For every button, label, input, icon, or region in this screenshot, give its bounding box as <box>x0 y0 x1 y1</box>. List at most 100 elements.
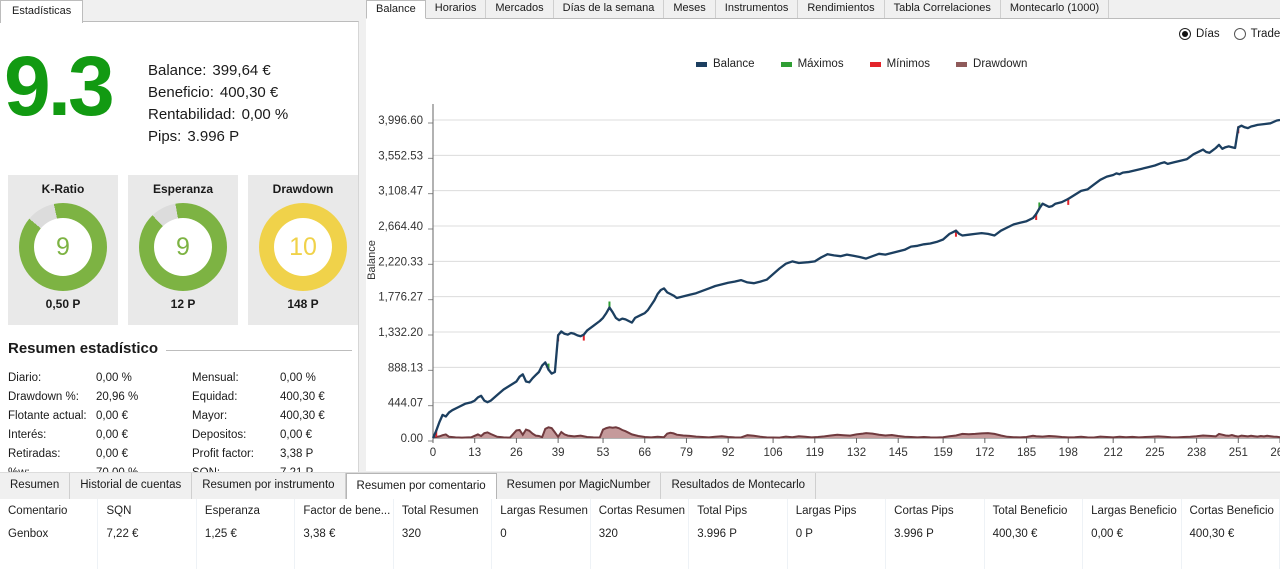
stat-value: 3,38 P <box>280 448 314 460</box>
legend-swatch <box>956 61 968 67</box>
headline-label: Rentabilidad: <box>148 106 236 123</box>
chart-tabbar: Balance Horarios Mercados Días de la sem… <box>366 0 1280 19</box>
tab-resumen-por-magicnumber[interactable]: Resumen por MagicNumber <box>497 473 662 499</box>
radio-dias[interactable]: Días <box>1178 28 1220 40</box>
col-header: Total Pips <box>689 498 788 524</box>
svg-text:238: 238 <box>1187 447 1206 459</box>
table-filler <box>591 546 690 569</box>
col-header: Cortas Beneficio <box>1182 498 1280 524</box>
table-row-cell[interactable]: 400,30 € <box>1182 524 1280 546</box>
table-row-cell[interactable]: Genbox <box>0 524 99 546</box>
stat-label: Interés: <box>8 429 47 441</box>
stat-label: Mensual: <box>192 372 239 384</box>
gauge-value: 9 <box>176 232 190 261</box>
svg-text:444.07: 444.07 <box>388 398 423 410</box>
gauge-title: Esperanza <box>152 182 214 196</box>
x-mode-radios: Días Trades <box>1178 28 1280 40</box>
table-filler <box>98 546 197 569</box>
table-row-cell[interactable]: 0 P <box>788 524 887 546</box>
table-row-cell[interactable]: 400,30 € <box>985 524 1084 546</box>
table-row-cell[interactable]: 3.996 P <box>689 524 788 546</box>
svg-text:92: 92 <box>722 447 735 459</box>
tab-resultados-de-montecarlo[interactable]: Resultados de Montecarlo <box>661 473 817 499</box>
col-header: Total Beneficio <box>985 498 1084 524</box>
stat-value: 0,00 € <box>96 448 128 460</box>
table-filler <box>788 546 887 569</box>
headline-value: 399,64 € <box>212 62 271 79</box>
legend-label: Balance <box>713 58 755 70</box>
legend-label: Mínimos <box>886 58 931 70</box>
balance-chart[interactable]: 3,996.60 3,552.53 3,108.47 2,664.40 2,220.33… <box>366 18 1280 471</box>
svg-text:198: 198 <box>1059 447 1078 459</box>
stat-value: 20,96 % <box>96 391 139 403</box>
svg-text:0: 0 <box>430 447 436 459</box>
col-header: Factor de bene... <box>295 498 394 524</box>
tab-dias-de-la-semana[interactable]: Días de la semana <box>554 0 665 18</box>
svg-text:119: 119 <box>806 447 824 459</box>
table-row-cell[interactable]: 3,38 € <box>295 524 394 546</box>
svg-text:1,776.27: 1,776.27 <box>378 292 423 304</box>
table-row-cell[interactable]: 1,25 € <box>197 524 296 546</box>
stat-label: Profit factor: <box>192 448 254 460</box>
stat-value: 0,00 € <box>280 429 312 441</box>
table-row-cell[interactable]: 3.996 P <box>886 524 985 546</box>
table-row-cell[interactable]: 7,22 € <box>98 524 197 546</box>
gauge-value: 9 <box>56 232 70 261</box>
table-row-cell[interactable]: 0 <box>492 524 591 546</box>
gauge-k-ratio: K-Ratio 9 0,50 P <box>8 175 118 325</box>
tab-resumen[interactable]: Resumen <box>0 473 71 499</box>
gauge-esperanza: Esperanza 9 12 P <box>128 175 238 325</box>
tab-tabla-correlaciones[interactable]: Tabla Correlaciones <box>885 0 1001 18</box>
svg-text:888.13: 888.13 <box>388 362 423 374</box>
svg-text:132: 132 <box>847 447 866 459</box>
stat-value: 400,30 € <box>280 391 325 403</box>
gauge-footer: 148 P <box>287 297 319 311</box>
stat-label: Drawdown %: <box>8 391 79 403</box>
table-filler <box>394 546 493 569</box>
svg-text:1,332.20: 1,332.20 <box>378 327 423 339</box>
summary-title-text: Resumen estadístico <box>8 340 159 357</box>
table-row-cell[interactable]: 320 <box>394 524 493 546</box>
stat-label: Mayor: <box>192 410 228 422</box>
tab-balance[interactable]: Balance <box>366 0 426 19</box>
tab-instrumentos[interactable]: Instrumentos <box>716 0 799 18</box>
svg-text:39: 39 <box>552 447 565 459</box>
radio-label: Trades <box>1250 28 1280 40</box>
table-filler <box>295 546 394 569</box>
tab-estadisticas[interactable]: Estadísticas <box>0 0 84 23</box>
legend-item-minimos: Mínimos <box>869 58 931 70</box>
legend-label: Drawdown <box>973 58 1028 70</box>
table-row-cell[interactable]: 320 <box>591 524 690 546</box>
col-header: Cortas Resumen <box>591 498 690 524</box>
svg-text:26: 26 <box>510 447 523 459</box>
svg-text:251: 251 <box>1229 447 1248 459</box>
table-row-cell[interactable]: 0,00 € <box>1083 524 1182 546</box>
tab-montecarlo[interactable]: Montecarlo (1000) <box>1001 0 1110 18</box>
tab-historial-de-cuentas[interactable]: Historial de cuentas <box>70 473 193 499</box>
gauge-title: Drawdown <box>272 182 334 196</box>
table-filler <box>689 546 788 569</box>
tab-resumen-por-instrumento[interactable]: Resumen por instrumento <box>192 473 346 499</box>
stat-label: Equidad: <box>192 391 238 403</box>
svg-text:0.00: 0.00 <box>401 433 423 445</box>
tab-resumen-por-comentario[interactable]: Resumen por comentario <box>345 473 497 499</box>
svg-text:172: 172 <box>975 447 994 459</box>
tab-mercados[interactable]: Mercados <box>486 0 554 18</box>
legend-swatch <box>780 61 792 67</box>
stat-value: 0,00 € <box>96 410 128 422</box>
radio-trades[interactable]: Trades <box>1233 28 1280 40</box>
svg-text:13: 13 <box>468 447 481 459</box>
stats-panel: 9.3 Balance: 399,64 € Beneficio: 400,30 € … <box>0 21 359 479</box>
col-header: Largas Pips <box>788 498 887 524</box>
tab-horarios[interactable]: Horarios <box>426 0 487 18</box>
stat-value: 0,00 % <box>96 372 132 384</box>
gauge-footer: 0,50 P <box>45 297 81 311</box>
radio-icon-trades <box>1233 28 1246 40</box>
radio-label: Días <box>1195 28 1220 40</box>
tab-rendimientos[interactable]: Rendimientos <box>798 0 885 18</box>
legend-item-maximos: Máximos <box>780 58 844 70</box>
gauge-footer: 12 P <box>170 297 196 311</box>
gauge-title: K-Ratio <box>41 182 85 196</box>
svg-text:79: 79 <box>680 447 693 459</box>
tab-meses[interactable]: Meses <box>664 0 716 18</box>
